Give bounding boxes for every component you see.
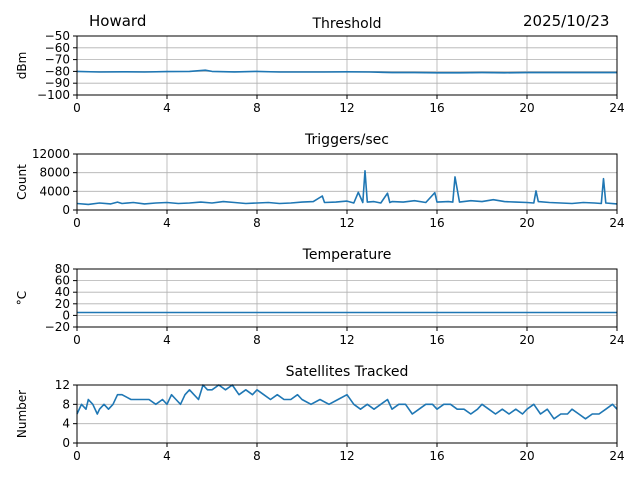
chart-panel-1: 0 4 8 12 16 20 24 −50−60−70−80−90−100 Threshold d… <box>15 16 625 115</box>
chart-panel-2: 0 4 8 12 16 20 24 0 4000 8000 12000 Triggers/sec Cou… <box>15 132 625 230</box>
x-tick-label: 4 <box>163 101 171 115</box>
x-tick-label: 4 <box>163 333 171 347</box>
x-tick-label: 4 <box>163 449 171 463</box>
y-tick-label: 20 <box>55 297 70 311</box>
report-date: 2025/10/23 <box>523 12 610 30</box>
series-line <box>76 170 618 206</box>
x-tick-label: 24 <box>609 216 624 230</box>
y-tick-label: −80 <box>45 64 70 78</box>
x-tick-label: 8 <box>253 216 261 230</box>
x-tick-label: 8 <box>253 449 261 463</box>
y-axis-label: Count <box>15 164 29 200</box>
x-tick-label: 0 <box>73 216 81 230</box>
x-tick-label: 8 <box>253 101 261 115</box>
series-line <box>76 69 617 74</box>
y-tick-label: 12000 <box>32 147 70 161</box>
y-tick-label: −90 <box>45 76 70 90</box>
x-tick-label: 0 <box>73 333 81 347</box>
chart-title: Triggers/sec <box>304 132 389 148</box>
y-tick-label: 4 <box>62 417 70 431</box>
x-tick-label: 20 <box>519 333 534 347</box>
x-tick-label: 24 <box>609 101 624 115</box>
x-tick-label: 12 <box>339 216 354 230</box>
x-tick-label: 16 <box>429 449 444 463</box>
y-tick-label: 8 <box>62 397 70 411</box>
x-tick-label: 16 <box>429 101 444 115</box>
series-line <box>76 384 618 420</box>
x-tick-label: 20 <box>519 101 534 115</box>
chart-title: Satellites Tracked <box>286 364 409 380</box>
x-tick-label: 12 <box>339 333 354 347</box>
x-tick-label: 8 <box>253 333 261 347</box>
x-tick-label: 12 <box>339 449 354 463</box>
y-axis-label: Number <box>15 390 29 438</box>
y-axis-label: °C <box>15 291 29 305</box>
y-tick-label: −100 <box>37 88 70 102</box>
y-tick-label: 4000 <box>39 184 70 198</box>
y-tick-label: 8000 <box>39 166 70 180</box>
x-tick-label: 4 <box>163 216 171 230</box>
y-tick-label: 40 <box>55 285 70 299</box>
y-tick-label: 60 <box>55 274 70 288</box>
y-tick-label: 0 <box>62 308 70 322</box>
x-tick-label: 0 <box>73 449 81 463</box>
chart-title: Threshold <box>312 16 382 32</box>
x-tick-label: 24 <box>609 333 624 347</box>
station-name: Howard <box>89 12 147 30</box>
y-tick-label: −60 <box>45 41 70 55</box>
chart-title: Temperature <box>302 247 392 263</box>
y-tick-label: 0 <box>62 203 70 217</box>
x-tick-label: 16 <box>429 333 444 347</box>
y-tick-label: 12 <box>55 378 70 392</box>
x-tick-label: 20 <box>519 449 534 463</box>
x-tick-label: 0 <box>73 101 81 115</box>
x-tick-label: 24 <box>609 449 624 463</box>
x-tick-label: 12 <box>339 101 354 115</box>
y-tick-label: 80 <box>55 262 70 276</box>
y-tick-label: −70 <box>45 53 70 67</box>
y-tick-label: −20 <box>45 320 70 334</box>
x-tick-label: 20 <box>519 216 534 230</box>
y-axis-label: dBm <box>15 52 29 80</box>
y-tick-label: 0 <box>62 436 70 450</box>
chart-panel-4: 0 4 8 12 16 20 24 0 4 8 12 Satellites Tracked Number <box>15 364 625 463</box>
y-tick-label: −50 <box>45 29 70 43</box>
x-tick-label: 16 <box>429 216 444 230</box>
